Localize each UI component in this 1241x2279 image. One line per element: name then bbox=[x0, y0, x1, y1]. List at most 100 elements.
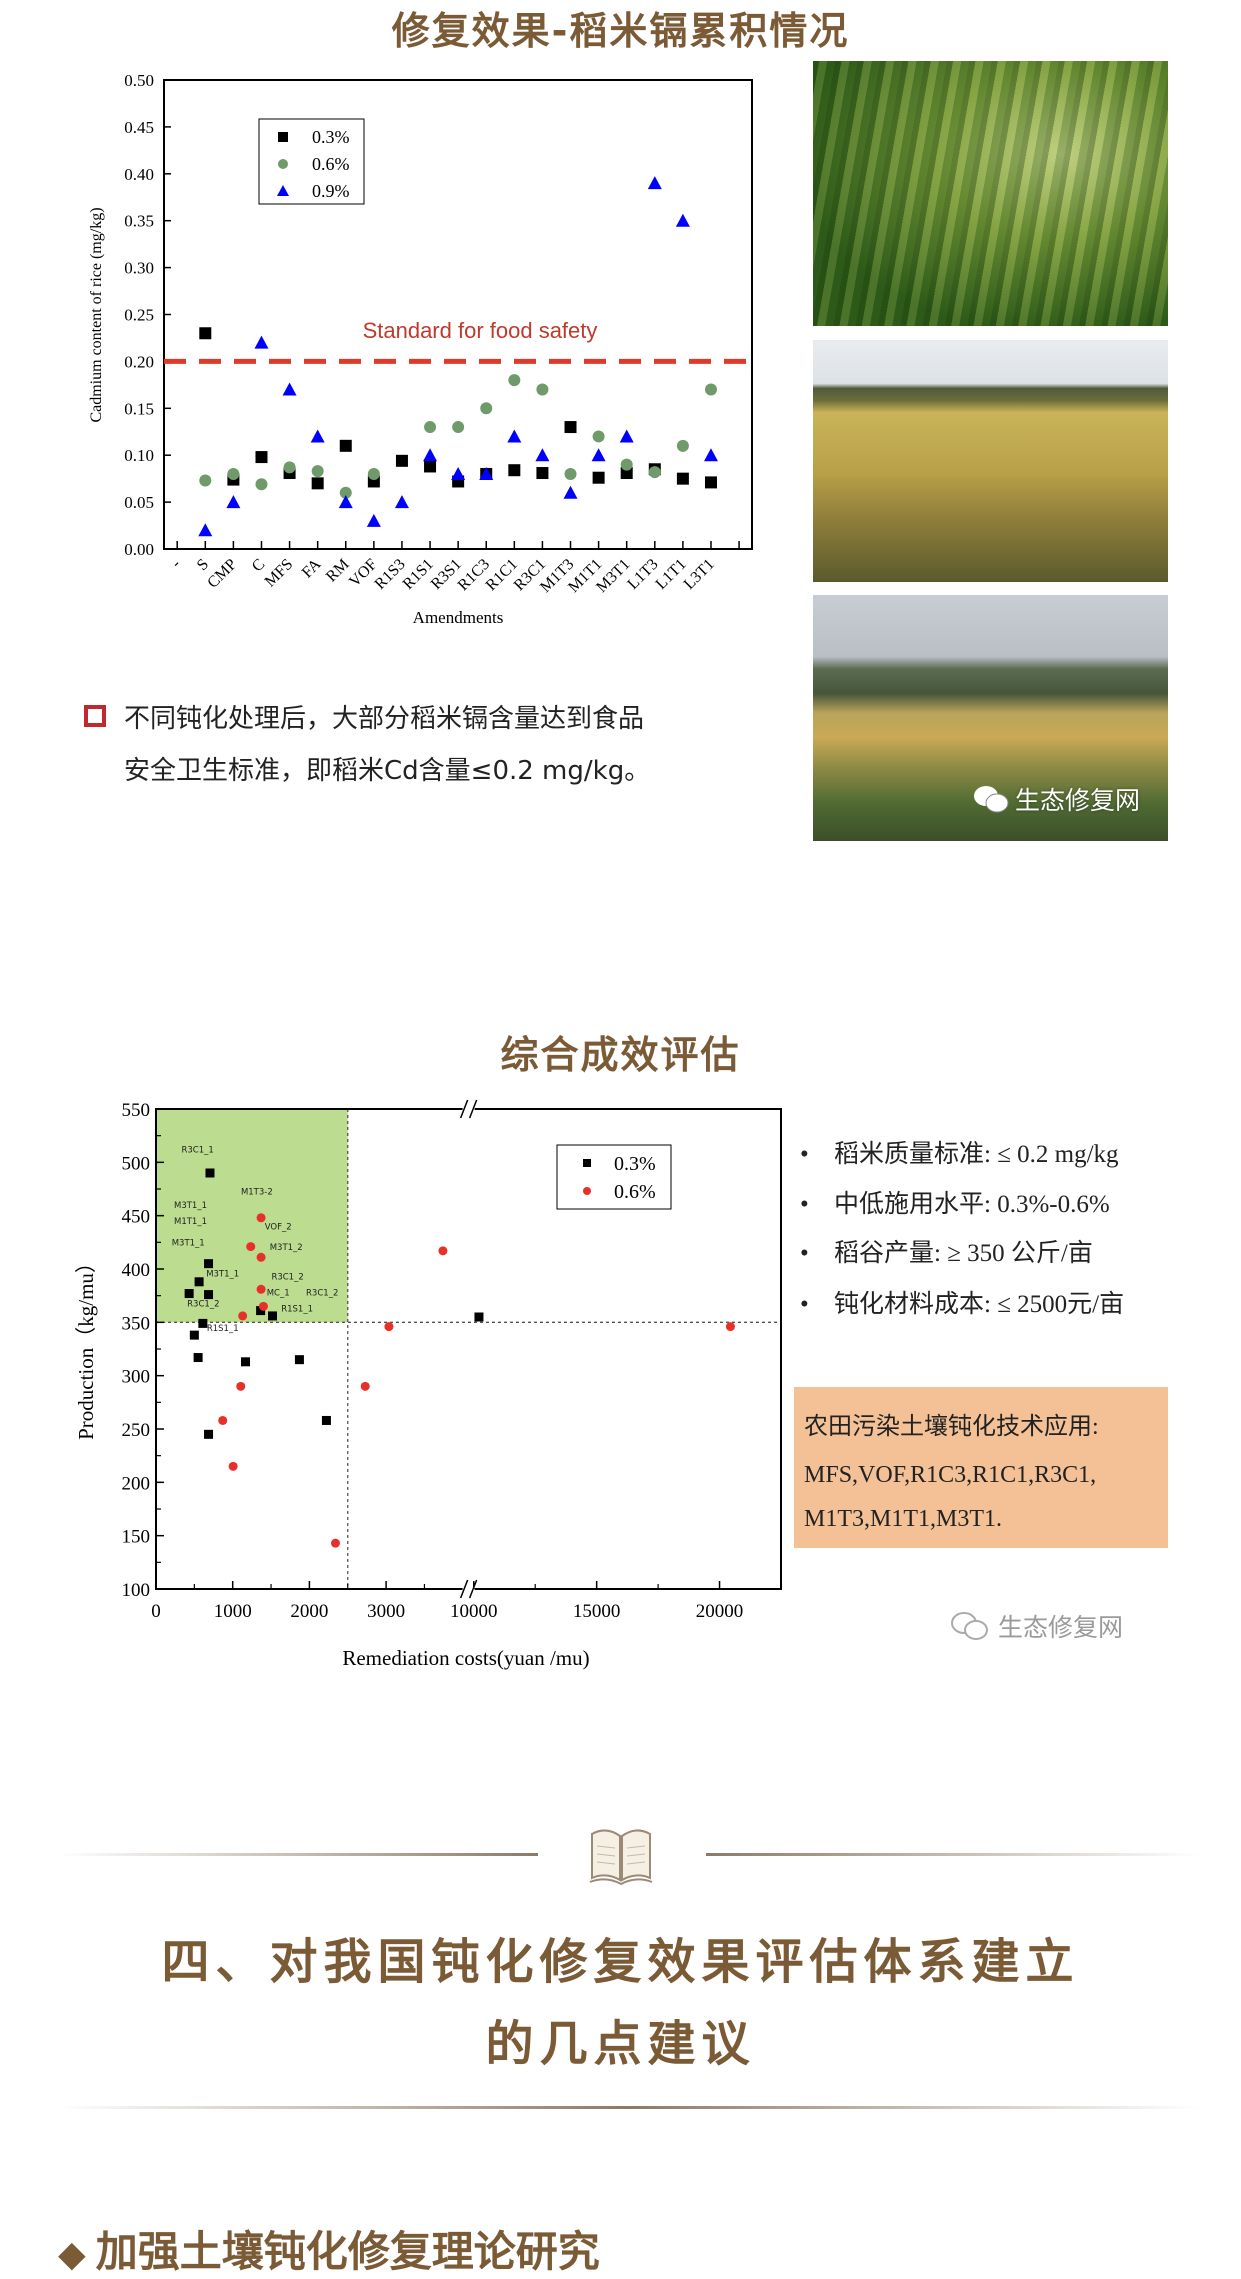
data-point-0.3% bbox=[189, 1330, 199, 1340]
data-point-0.3% bbox=[204, 1259, 214, 1269]
data-point-0.3% bbox=[184, 1289, 194, 1299]
x-tick-label: L3T1 bbox=[681, 556, 718, 593]
x-tick-label: L1T3 bbox=[624, 556, 661, 593]
data-point-0.6% bbox=[508, 374, 521, 387]
data-point-0.3% bbox=[676, 472, 689, 485]
data-point-0.3% bbox=[199, 327, 212, 340]
data-point-0.6% bbox=[246, 1242, 256, 1252]
criteria-item: • 钝化材料成本: ≤ 2500元/亩 bbox=[800, 1291, 1125, 1318]
data-point-0.6% bbox=[536, 383, 549, 396]
x-axis-title: Amendments bbox=[413, 608, 504, 627]
x-tick-label: 15000 bbox=[573, 1601, 621, 1622]
x-tick-label: R1S1 bbox=[400, 556, 437, 593]
divider-left bbox=[58, 1853, 538, 1856]
application-box-title: 农田污染土壤钝化技术应用: bbox=[804, 1414, 1099, 1440]
divider-right bbox=[706, 1853, 1200, 1856]
data-point-0.3% bbox=[204, 1429, 214, 1439]
cadmium-scatter-chart: 0.00 0.05 0.10 0.15 0.20 0.25 0.30 0.35 0.40 0.45… bbox=[88, 71, 753, 627]
wechat-icon bbox=[951, 1612, 988, 1640]
bullet-icon: • bbox=[800, 1141, 809, 1168]
data-point-0.6% bbox=[360, 1381, 370, 1391]
subheading: ◆ 加强土壤钝化修复理论研究 bbox=[58, 2227, 600, 2276]
data-point-0.9% bbox=[563, 485, 578, 499]
data-point-0.3% bbox=[255, 451, 268, 464]
data-point-0.6% bbox=[367, 467, 380, 480]
data-point-0.9% bbox=[310, 429, 325, 443]
data-point-0.6% bbox=[620, 458, 633, 471]
x-tick-label: 1000 bbox=[214, 1601, 252, 1622]
x-tick-label: L1T1 bbox=[653, 556, 690, 593]
data-point-0.3% bbox=[256, 1306, 266, 1316]
bullet-icon: • bbox=[800, 1291, 809, 1318]
legend-marker bbox=[278, 159, 288, 169]
y-tick-label: 0.10 bbox=[124, 446, 154, 465]
data-point-0.9% bbox=[507, 429, 522, 443]
data-point-0.9% bbox=[647, 176, 662, 190]
x-tick-label: MFS bbox=[262, 556, 297, 591]
data-point-0.6% bbox=[480, 402, 493, 415]
legend-box bbox=[258, 118, 365, 205]
photo-rice-field bbox=[813, 340, 1168, 582]
data-point-0.6% bbox=[648, 466, 661, 479]
x-tick-label: 2000 bbox=[290, 1601, 328, 1622]
legend-label: 0.6% bbox=[312, 154, 350, 174]
x-tick-label: - bbox=[168, 556, 184, 572]
x-tick-label: 10000 bbox=[450, 1601, 498, 1622]
data-point-0.3% bbox=[321, 1415, 331, 1425]
point-annotation: MC_1 bbox=[267, 1289, 290, 1299]
square-bullet-icon bbox=[84, 705, 106, 727]
y-tick-label: 0.45 bbox=[124, 118, 154, 137]
x-tick-label: C bbox=[249, 556, 269, 576]
x-tick-label: 20000 bbox=[696, 1601, 744, 1622]
data-point-0.3% bbox=[536, 467, 549, 480]
data-point-0.6% bbox=[228, 1461, 238, 1471]
y-axis-title: Cadmium content of rice (mg/kg) bbox=[88, 207, 105, 422]
data-point-0.6% bbox=[255, 478, 268, 491]
photo-rice-plants bbox=[813, 61, 1168, 326]
data-point-0.6% bbox=[238, 1311, 248, 1321]
legend-label: 0.9% bbox=[312, 181, 350, 201]
data-point-0.3% bbox=[424, 460, 437, 473]
data-point-0.3% bbox=[620, 467, 633, 480]
data-point-0.3% bbox=[474, 1312, 484, 1322]
section-heading-line-1: 四、对我国钝化修复效果评估体系建立 bbox=[161, 1934, 1080, 1990]
data-point-0.6% bbox=[452, 421, 465, 434]
x-tick-label: 0 bbox=[151, 1601, 161, 1622]
point-annotation: M3T1_1 bbox=[174, 1201, 207, 1211]
application-box: 农田污染土壤钝化技术应用: MFS,VOF,R1C3,R1C1,R3C1, M1… bbox=[794, 1387, 1168, 1548]
section-title-rice-cd: 修复效果-稻米镉累积情况 bbox=[391, 9, 850, 53]
data-point-0.9% bbox=[703, 448, 718, 462]
y-tick-label: 0.15 bbox=[124, 399, 154, 418]
data-point-0.6% bbox=[283, 461, 296, 474]
point-annotation: R3C1_2 bbox=[271, 1273, 303, 1283]
bullet-icon: • bbox=[800, 1240, 809, 1267]
watermark: 生态修复网 bbox=[950, 1608, 1123, 1644]
legend-marker bbox=[278, 132, 288, 142]
point-annotation: R3C1_1 bbox=[181, 1146, 213, 1156]
y-tick-label: 0.35 bbox=[124, 212, 154, 231]
point-annotation: M3T1_1 bbox=[206, 1269, 239, 1279]
y-tick-label: 0.25 bbox=[124, 306, 154, 325]
cost-production-scatter-chart: 100 150 200 250 300 350 400 450 500 550 0 1000 2000 3… bbox=[74, 1099, 782, 1670]
data-point-0.9% bbox=[254, 335, 269, 349]
data-point-0.6% bbox=[227, 467, 240, 480]
data-point-0.9% bbox=[591, 448, 606, 462]
data-point-0.6% bbox=[256, 1252, 266, 1262]
legend-marker bbox=[277, 185, 289, 196]
note-line-1: 不同钝化处理后，大部分稻米镉含量达到食品 bbox=[124, 704, 645, 734]
data-point-0.6% bbox=[236, 1381, 246, 1391]
data-point-0.9% bbox=[226, 495, 241, 509]
criteria-item: • 中低施用水平: 0.3%-0.6% bbox=[800, 1191, 1110, 1218]
y-tick-label: 0.30 bbox=[124, 259, 154, 278]
data-point-0.6% bbox=[256, 1284, 266, 1294]
data-point-0.9% bbox=[282, 382, 297, 396]
watermark-text: 生态修复网 bbox=[998, 1613, 1124, 1642]
legend-label: 0.6% bbox=[614, 1181, 656, 1203]
photo-watermark: 生态修复网 bbox=[973, 781, 1140, 817]
x-tick-label: R1C3 bbox=[455, 556, 493, 594]
data-point-0.6% bbox=[258, 1301, 268, 1311]
axis-break-mark bbox=[459, 1579, 469, 1599]
acceptable-region bbox=[156, 1109, 348, 1323]
section-heading-line-2: 的几点建议 bbox=[485, 2016, 756, 2072]
data-point-0.9% bbox=[423, 448, 438, 462]
